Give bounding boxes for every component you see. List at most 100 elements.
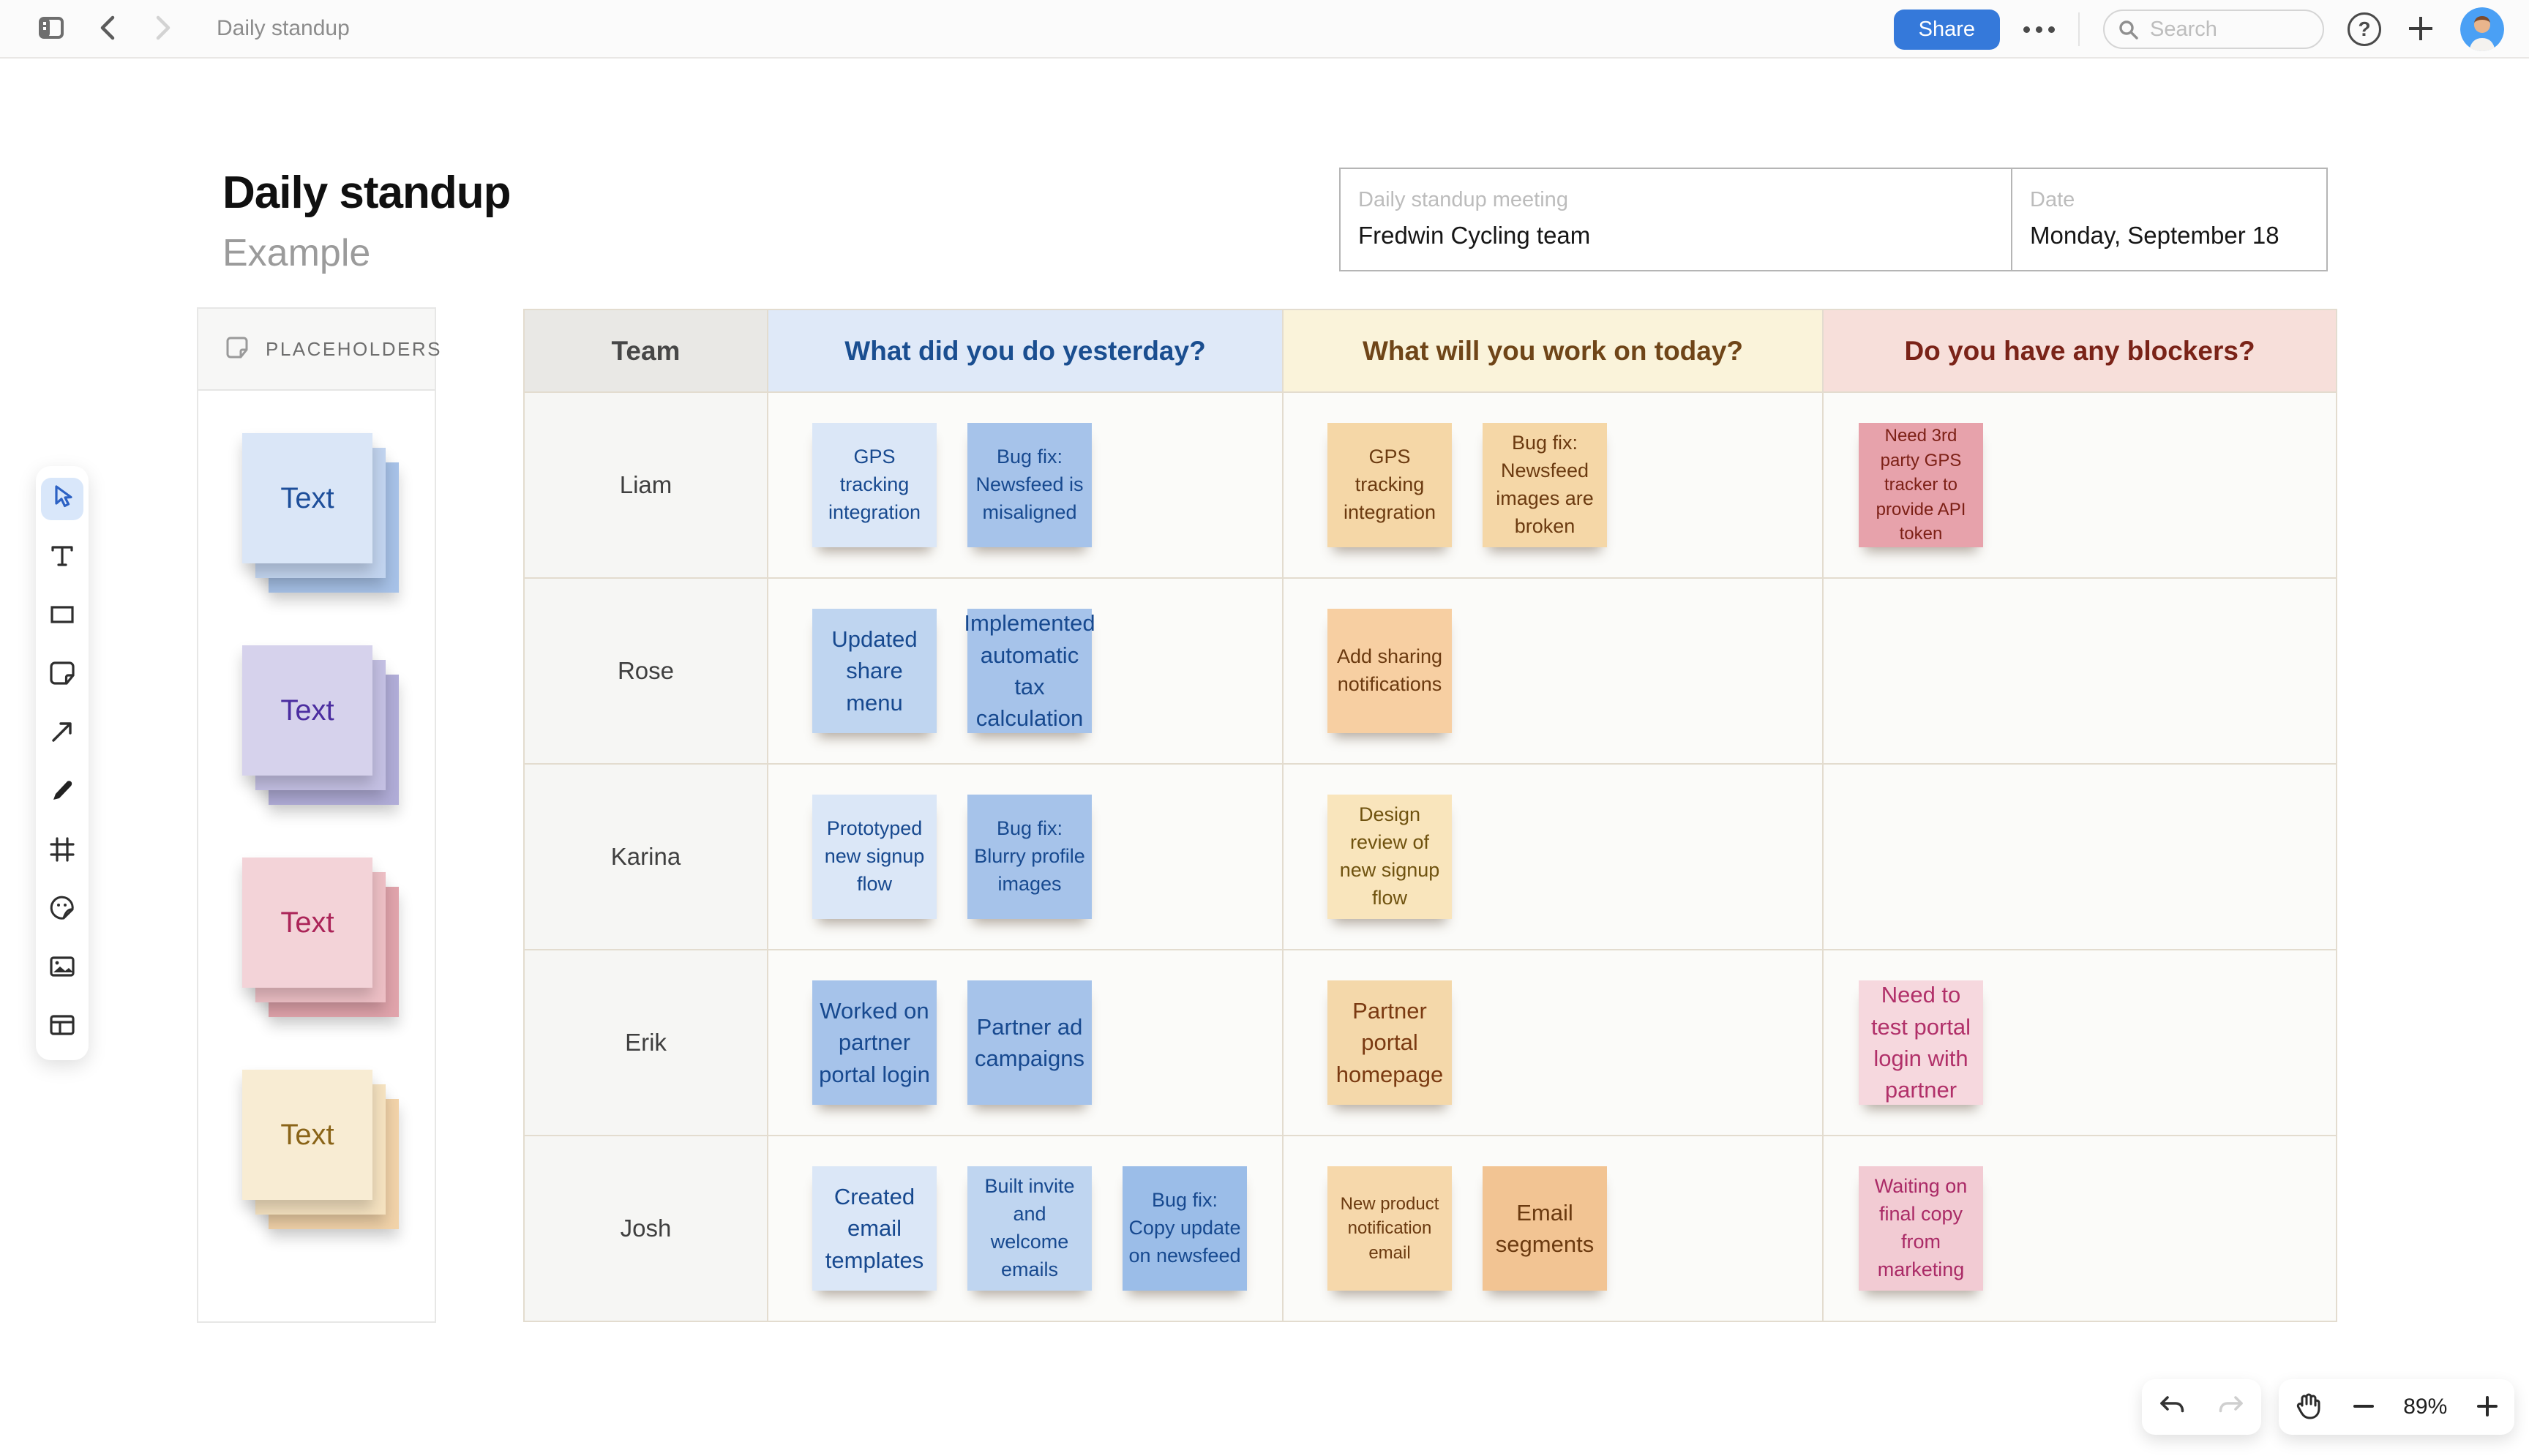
hand-icon [2291, 1390, 2323, 1425]
page-title[interactable]: Daily standup [222, 168, 512, 218]
sticky-note[interactable]: GPS tracking integration [1327, 423, 1452, 547]
column-header-blockers[interactable]: Do you have any blockers? [1824, 310, 2337, 393]
sticky-text: Created email templates [825, 1183, 924, 1273]
sticky-note[interactable]: Created email templates [812, 1166, 937, 1291]
help-button[interactable]: ? [2348, 12, 2381, 46]
sticky-note[interactable]: Built invite and welcome emails [967, 1166, 1092, 1291]
tool-sticker[interactable] [41, 889, 83, 931]
sticky-text: Waiting on final copy from marketing [1874, 1175, 1968, 1280]
back-button[interactable] [95, 12, 121, 46]
today-cell[interactable]: Partner portal homepage [1284, 950, 1824, 1136]
chevron-right-icon [149, 12, 176, 46]
sticky-note[interactable]: Implemented automatic tax calculation [964, 609, 1095, 733]
sticky-text: Bug fix: Newsfeed images are broken [1496, 432, 1594, 537]
yesterday-cell[interactable]: Prototyped new signup flow Bug fix: Blur… [768, 765, 1284, 950]
blockers-cell[interactable]: Waiting on final copy from marketing [1824, 1136, 2337, 1322]
team-member-cell[interactable]: Rose [525, 579, 768, 765]
undo-button[interactable] [2157, 1391, 2187, 1424]
sticky-note[interactable]: Waiting on final copy from marketing [1859, 1166, 1983, 1291]
placeholder-stack-purple[interactable]: Text [242, 645, 399, 805]
table-icon [46, 1009, 78, 1045]
sticky-note[interactable]: Need 3rd party GPS tracker to provide AP… [1859, 423, 1983, 547]
tool-sticky-note[interactable] [41, 654, 83, 697]
stack-top: Text [242, 1070, 372, 1200]
column-header-team[interactable]: Team [525, 310, 768, 393]
placeholder-stack-blue[interactable]: Text [242, 433, 399, 593]
team-member-cell[interactable]: Erik [525, 950, 768, 1136]
forward-button[interactable] [149, 12, 176, 46]
zoom-level[interactable]: 89% [2403, 1395, 2448, 1419]
sticky-note[interactable]: Email segments [1483, 1166, 1607, 1291]
blockers-cell[interactable]: Need to test portal login with partner [1824, 950, 2337, 1136]
sticky-text: Need to test portal login with partner [1870, 982, 1971, 1103]
placeholder-label: Text [280, 1118, 334, 1151]
column-header-today[interactable]: What will you work on today? [1284, 310, 1824, 393]
placeholder-stack-pink[interactable]: Text [242, 858, 399, 1017]
sticky-note[interactable]: Bug fix: Newsfeed images are broken [1483, 423, 1607, 547]
share-button[interactable]: Share [1893, 9, 2000, 50]
sticky-note[interactable]: Bug fix: Blurry profile images [967, 795, 1092, 919]
yesterday-cell[interactable]: GPS tracking integration Bug fix: Newsfe… [768, 393, 1284, 579]
today-cell[interactable]: Add sharing notifications [1284, 579, 1824, 765]
team-member-name: Erik [625, 1029, 667, 1056]
tool-arrow[interactable] [41, 713, 83, 755]
sticky-note[interactable]: Partner ad campaigns [967, 980, 1092, 1105]
column-header-yesterday[interactable]: What did you do yesterday? [768, 310, 1284, 393]
redo-button[interactable] [2216, 1391, 2247, 1424]
zoom-in-button[interactable] [2473, 1392, 2502, 1423]
sticky-note[interactable]: Bug fix: Copy update on newsfeed [1123, 1166, 1247, 1291]
meeting-name-cell[interactable]: Daily standup meeting Fredwin Cycling te… [1341, 169, 2012, 270]
tool-table[interactable] [41, 1006, 83, 1048]
sticky-note[interactable]: GPS tracking integration [812, 423, 937, 547]
today-cell[interactable]: New product notification email Email seg… [1284, 1136, 1824, 1322]
blockers-cell[interactable] [1824, 579, 2337, 765]
sticky-text: GPS tracking integration [1343, 446, 1436, 523]
zoom-out-button[interactable] [2349, 1392, 2378, 1423]
sticky-note[interactable]: Updated share menu [812, 609, 937, 733]
yesterday-cell[interactable]: Updated share menu Implemented automatic… [768, 579, 1284, 765]
avatar[interactable] [2460, 7, 2504, 51]
sticky-note-icon [223, 334, 251, 365]
minus-icon [2349, 1392, 2378, 1423]
sticky-note[interactable]: Design review of new signup flow [1327, 795, 1452, 919]
tool-shape[interactable] [41, 595, 83, 637]
yesterday-cell[interactable]: Created email templates Built invite and… [768, 1136, 1284, 1322]
search-input[interactable] [2103, 10, 2324, 49]
placeholder-stack-yellow[interactable]: Text [242, 1070, 399, 1229]
sticky-text: Design review of new signup flow [1339, 803, 1440, 909]
team-member-cell[interactable]: Liam [525, 393, 768, 579]
more-options-button[interactable] [2023, 26, 2055, 33]
yesterday-cell[interactable]: Worked on partner portal login Partner a… [768, 950, 1284, 1136]
cursor-icon [46, 481, 78, 517]
sticky-text: New product notification email [1340, 1193, 1439, 1263]
pan-tool-button[interactable] [2291, 1390, 2323, 1425]
sticky-note[interactable]: Prototyped new signup flow [812, 795, 937, 919]
placeholders-list: Text Text Text Text [198, 391, 435, 1229]
sticky-note[interactable]: Add sharing notifications [1327, 609, 1452, 733]
today-cell[interactable]: GPS tracking integration Bug fix: Newsfe… [1284, 393, 1824, 579]
tool-pen[interactable] [41, 771, 83, 814]
team-member-cell[interactable]: Karina [525, 765, 768, 950]
tool-text[interactable] [41, 536, 83, 579]
sticky-text: Add sharing notifications [1336, 645, 1443, 695]
sticky-note[interactable]: Bug fix: Newsfeed is misaligned [967, 423, 1092, 547]
breadcrumb[interactable]: Daily standup [217, 16, 350, 40]
tool-select[interactable] [41, 478, 83, 520]
tool-frame[interactable] [41, 830, 83, 872]
team-member-cell[interactable]: Josh [525, 1136, 768, 1322]
toolbar-divider [2078, 12, 2080, 46]
new-board-button[interactable] [2405, 12, 2437, 47]
sticky-note[interactable]: Worked on partner portal login [812, 980, 937, 1105]
page-subtitle[interactable]: Example [222, 232, 371, 274]
sidebar-toggle-button[interactable] [35, 12, 67, 46]
blockers-cell[interactable]: Need 3rd party GPS tracker to provide AP… [1824, 393, 2337, 579]
sticky-note[interactable]: New product notification email [1327, 1166, 1452, 1291]
header-label: What will you work on today? [1362, 335, 1744, 366]
today-cell[interactable]: Design review of new signup flow [1284, 765, 1824, 950]
sticky-note[interactable]: Need to test portal login with partner [1859, 980, 1983, 1105]
sticky-note[interactable]: Partner portal homepage [1327, 980, 1452, 1105]
tool-image[interactable] [41, 947, 83, 990]
blockers-cell[interactable] [1824, 765, 2337, 950]
meeting-date-cell[interactable]: Date Monday, September 18 [2012, 169, 2326, 270]
